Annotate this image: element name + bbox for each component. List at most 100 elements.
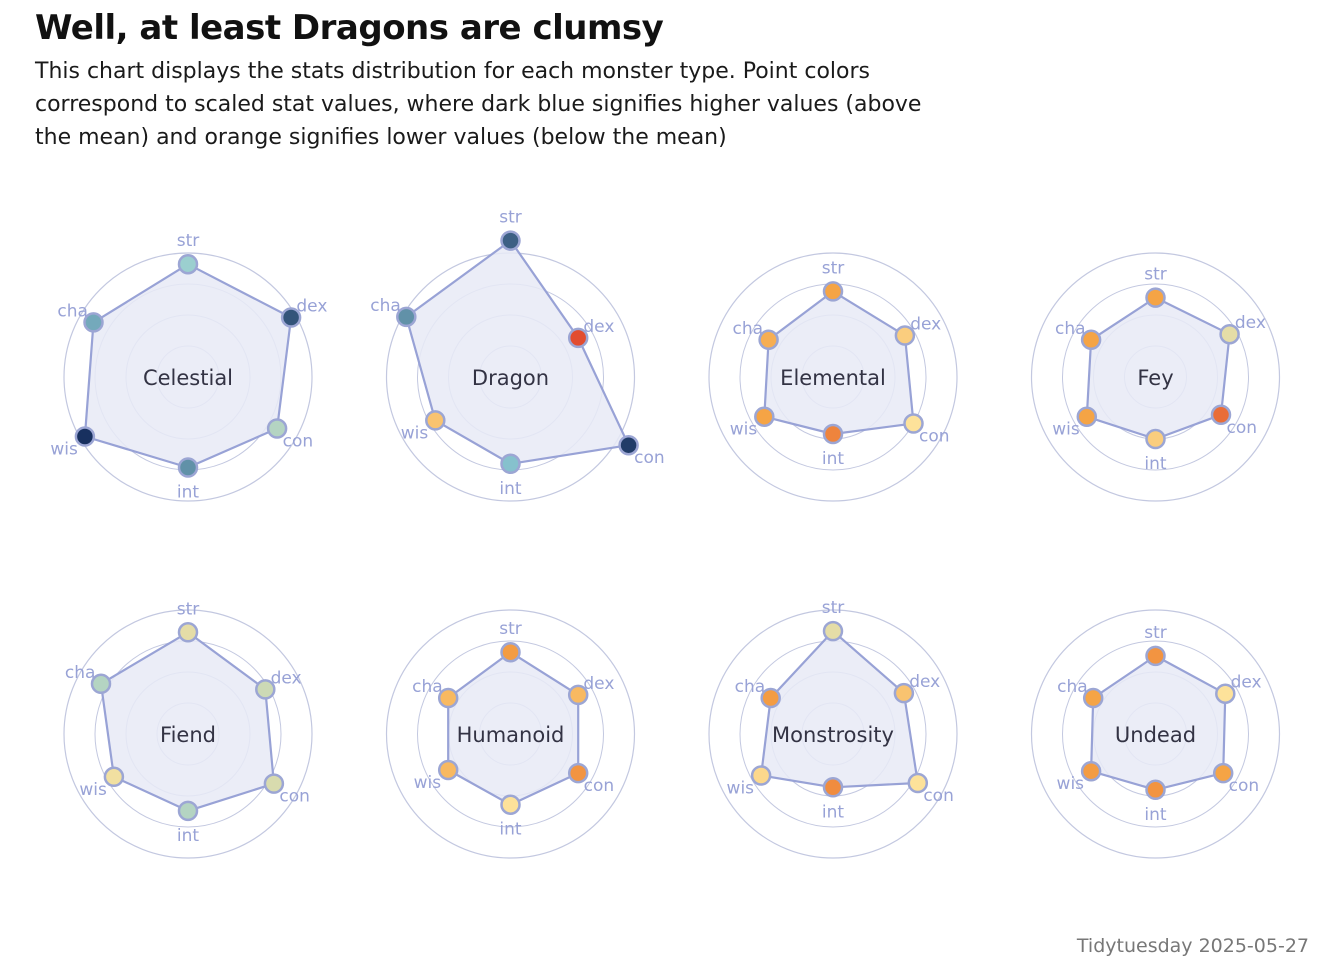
stat-point-cha bbox=[396, 306, 417, 328]
stat-point-cha bbox=[83, 312, 104, 333]
stat-point-str bbox=[177, 622, 199, 643]
axis-label-con: con bbox=[1229, 776, 1260, 796]
radar-panel-elemental: Elemental str dex con int wis cha bbox=[708, 252, 958, 502]
axis-label-cha: cha bbox=[412, 677, 443, 697]
stat-point-dex bbox=[893, 682, 915, 704]
stat-point-str bbox=[822, 620, 844, 642]
radar-panel-dragon: Dragon str dex con int wis cha bbox=[370, 208, 665, 502]
grid-ring bbox=[417, 640, 604, 828]
axis-label-con: con bbox=[923, 786, 954, 806]
stat-point-wis bbox=[103, 766, 125, 788]
axis-label-con: con bbox=[283, 432, 314, 452]
radar-panel-humanoid: Humanoid str dex con int wis cha bbox=[385, 609, 636, 859]
axis-label-cha: cha bbox=[65, 663, 96, 683]
panel-label-dragon: Dragon bbox=[472, 366, 549, 390]
stat-point-str bbox=[822, 281, 844, 302]
stat-point-int bbox=[1145, 428, 1166, 450]
axis-label-wis: wis bbox=[1052, 420, 1080, 440]
panel-label-fiend: Fiend bbox=[160, 723, 216, 747]
axis-label-cha: cha bbox=[733, 319, 764, 339]
stat-point-int bbox=[500, 794, 521, 815]
panel-label-monstrosity: Monstrosity bbox=[772, 723, 894, 747]
axis-label-int: int bbox=[499, 479, 521, 499]
radar-polygon bbox=[763, 290, 915, 436]
axis-label-con: con bbox=[279, 787, 310, 807]
grid-ring bbox=[63, 252, 313, 502]
axis-label-int: int bbox=[177, 826, 199, 846]
stat-point-str bbox=[500, 641, 521, 663]
axis-label-dex: dex bbox=[583, 317, 614, 337]
stat-point-dex bbox=[255, 679, 276, 700]
axis-label-con: con bbox=[919, 427, 950, 447]
stat-point-wis bbox=[1076, 406, 1098, 427]
stat-point-cha bbox=[1082, 687, 1104, 709]
grid-ring bbox=[708, 609, 958, 859]
stat-point-cha bbox=[1080, 329, 1102, 351]
stat-point-con bbox=[618, 434, 639, 456]
axis-label-con: con bbox=[634, 448, 665, 468]
axis-label-con: con bbox=[584, 776, 615, 796]
stat-point-str bbox=[500, 230, 521, 251]
axis-label-int: int bbox=[1144, 454, 1166, 474]
grid-ring bbox=[1062, 640, 1249, 828]
stat-point-con bbox=[266, 418, 288, 439]
stat-point-int bbox=[822, 423, 844, 445]
axis-label-int: int bbox=[1144, 805, 1166, 825]
axis-label-cha: cha bbox=[735, 677, 766, 697]
grid-ring bbox=[63, 609, 313, 859]
axis-label-dex: dex bbox=[1231, 673, 1262, 693]
stat-point-str bbox=[1145, 645, 1166, 667]
grid-ring bbox=[708, 252, 958, 502]
axis-label-wis: wis bbox=[727, 779, 755, 799]
chart-subtitle: This chart displays the stats distributi… bbox=[35, 59, 922, 150]
axis-label-dex: dex bbox=[271, 668, 302, 688]
axis-label-wis: wis bbox=[730, 420, 758, 440]
stat-point-cha bbox=[437, 687, 459, 709]
stat-point-dex bbox=[1215, 683, 1236, 704]
stat-point-wis bbox=[74, 426, 96, 447]
stat-point-wis bbox=[1080, 760, 1102, 782]
stat-point-con bbox=[907, 772, 929, 794]
axis-label-str: str bbox=[822, 258, 845, 278]
stat-point-dex bbox=[1219, 323, 1240, 345]
panel-label-fey: Fey bbox=[1137, 366, 1173, 390]
stat-point-int bbox=[500, 453, 521, 475]
stat-point-wis bbox=[437, 759, 459, 781]
axis-label-cha: cha bbox=[1055, 319, 1086, 339]
axis-label-dex: dex bbox=[910, 315, 941, 335]
axis-label-str: str bbox=[1144, 265, 1167, 285]
grid-ring bbox=[1030, 252, 1281, 502]
axis-label-cha: cha bbox=[57, 301, 88, 321]
axis-label-dex: dex bbox=[1235, 313, 1266, 333]
axis-label-cha: cha bbox=[1057, 677, 1088, 697]
panel-label-undead: Undead bbox=[1115, 723, 1196, 747]
axis-label-int: int bbox=[822, 449, 844, 469]
axis-label-wis: wis bbox=[401, 423, 429, 443]
panel-label-humanoid: Humanoid bbox=[457, 723, 565, 747]
stat-point-dex bbox=[567, 327, 589, 349]
grid-ring bbox=[1030, 609, 1281, 859]
axis-label-int: int bbox=[499, 820, 521, 840]
stat-point-cha bbox=[760, 687, 781, 709]
stat-point-con bbox=[1212, 762, 1234, 784]
stat-point-int bbox=[822, 777, 844, 798]
radar-panel-fey: Fey str dex con int wis cha bbox=[1030, 252, 1281, 502]
axis-label-cha: cha bbox=[370, 296, 401, 316]
axis-label-str: str bbox=[822, 598, 845, 618]
stat-point-int bbox=[1145, 779, 1166, 801]
axis-label-str: str bbox=[1144, 623, 1167, 643]
radar-polygon bbox=[99, 631, 275, 813]
axis-label-wis: wis bbox=[50, 440, 78, 460]
axis-label-dex: dex bbox=[583, 674, 614, 694]
axis-label-str: str bbox=[177, 231, 200, 251]
axis-label-wis: wis bbox=[79, 780, 107, 800]
stat-point-con bbox=[263, 773, 285, 794]
grid-ring bbox=[1062, 283, 1249, 471]
stat-point-int bbox=[177, 800, 199, 822]
chart-title: Well, at least Dragons are clumsy bbox=[35, 8, 664, 48]
radar-panel-monstrosity: Monstrosity str dex con int wis cha bbox=[708, 598, 958, 859]
stat-point-str bbox=[1145, 287, 1166, 308]
stat-point-cha bbox=[758, 329, 779, 351]
stat-point-int bbox=[177, 457, 199, 478]
axis-label-dex: dex bbox=[296, 297, 327, 317]
